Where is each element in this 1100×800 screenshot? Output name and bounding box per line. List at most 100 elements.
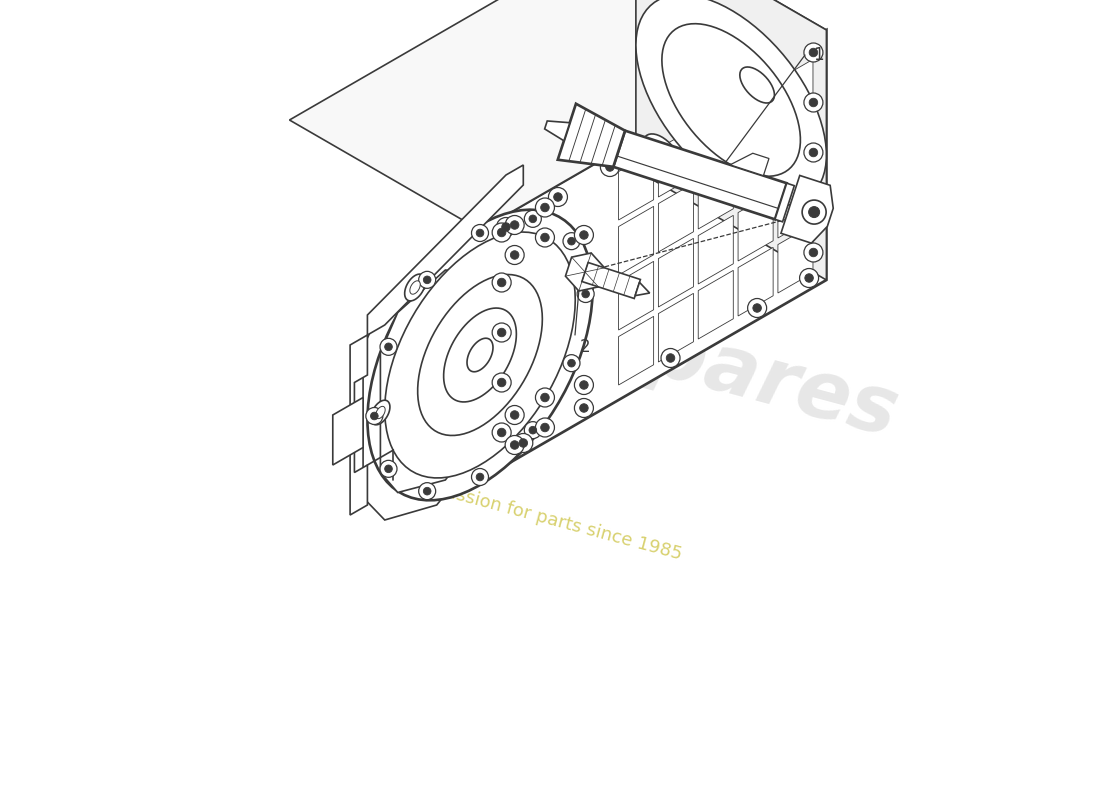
- Circle shape: [497, 328, 506, 337]
- Polygon shape: [418, 274, 542, 435]
- Circle shape: [505, 435, 524, 454]
- Polygon shape: [385, 232, 575, 478]
- Circle shape: [752, 304, 761, 312]
- Circle shape: [580, 230, 588, 239]
- Polygon shape: [367, 210, 593, 500]
- Circle shape: [379, 338, 397, 355]
- Circle shape: [810, 248, 817, 257]
- Circle shape: [525, 210, 541, 227]
- Circle shape: [810, 98, 817, 106]
- Polygon shape: [381, 270, 468, 493]
- Circle shape: [805, 274, 813, 282]
- Polygon shape: [582, 262, 640, 298]
- Polygon shape: [738, 247, 773, 316]
- Polygon shape: [289, 0, 826, 230]
- Circle shape: [519, 438, 528, 447]
- Circle shape: [476, 229, 484, 237]
- Polygon shape: [698, 270, 734, 339]
- Circle shape: [366, 407, 383, 425]
- Circle shape: [574, 398, 593, 418]
- Polygon shape: [405, 274, 426, 301]
- Circle shape: [810, 198, 817, 206]
- Polygon shape: [350, 335, 367, 515]
- Polygon shape: [738, 138, 773, 206]
- Circle shape: [541, 203, 549, 212]
- Polygon shape: [776, 183, 794, 222]
- Circle shape: [568, 238, 575, 245]
- Circle shape: [800, 269, 818, 287]
- Polygon shape: [371, 400, 389, 425]
- Polygon shape: [636, 0, 826, 280]
- Polygon shape: [614, 130, 786, 219]
- Circle shape: [804, 43, 823, 62]
- Polygon shape: [635, 282, 650, 296]
- Circle shape: [578, 286, 594, 302]
- Circle shape: [476, 473, 484, 481]
- Polygon shape: [636, 0, 826, 206]
- Circle shape: [514, 434, 532, 453]
- Circle shape: [472, 469, 488, 486]
- Circle shape: [419, 482, 436, 500]
- Circle shape: [424, 276, 431, 284]
- Circle shape: [529, 426, 537, 434]
- Polygon shape: [659, 294, 693, 362]
- Polygon shape: [778, 170, 813, 238]
- Circle shape: [804, 243, 823, 262]
- Circle shape: [804, 93, 823, 112]
- Circle shape: [541, 234, 549, 242]
- Circle shape: [385, 465, 393, 473]
- Polygon shape: [778, 224, 813, 293]
- Circle shape: [497, 278, 506, 286]
- Polygon shape: [333, 398, 363, 465]
- Polygon shape: [618, 206, 653, 275]
- Circle shape: [497, 428, 506, 437]
- Circle shape: [661, 349, 680, 367]
- Circle shape: [505, 406, 524, 425]
- Circle shape: [568, 359, 575, 367]
- Text: a passion for parts since 1985: a passion for parts since 1985: [416, 476, 684, 564]
- Circle shape: [601, 158, 619, 177]
- Circle shape: [510, 410, 519, 419]
- Circle shape: [536, 418, 554, 437]
- Circle shape: [502, 222, 510, 231]
- Circle shape: [667, 354, 674, 362]
- Circle shape: [492, 423, 512, 442]
- Polygon shape: [544, 121, 570, 141]
- Circle shape: [606, 162, 614, 171]
- Circle shape: [536, 198, 554, 217]
- Polygon shape: [659, 238, 693, 307]
- Polygon shape: [778, 114, 813, 183]
- Polygon shape: [410, 281, 420, 294]
- Circle shape: [496, 218, 516, 237]
- Circle shape: [492, 373, 512, 392]
- Circle shape: [563, 354, 580, 372]
- Circle shape: [385, 343, 393, 350]
- Circle shape: [810, 148, 817, 157]
- Circle shape: [541, 394, 549, 402]
- Circle shape: [553, 193, 562, 202]
- Polygon shape: [363, 255, 468, 520]
- Polygon shape: [662, 24, 801, 176]
- Text: 1: 1: [813, 46, 824, 64]
- Circle shape: [541, 423, 549, 432]
- Circle shape: [808, 206, 820, 218]
- Circle shape: [497, 228, 506, 237]
- Polygon shape: [642, 134, 681, 176]
- Circle shape: [582, 290, 590, 298]
- Circle shape: [804, 193, 823, 212]
- Circle shape: [574, 226, 593, 245]
- Polygon shape: [730, 154, 769, 176]
- Circle shape: [510, 221, 519, 230]
- Circle shape: [492, 273, 512, 292]
- Polygon shape: [740, 67, 774, 103]
- Text: eurospares: eurospares: [394, 246, 906, 454]
- Circle shape: [536, 388, 554, 407]
- Text: 2: 2: [580, 338, 591, 356]
- Circle shape: [510, 441, 519, 450]
- Polygon shape: [443, 308, 516, 402]
- Circle shape: [525, 422, 541, 438]
- Polygon shape: [558, 104, 625, 167]
- Polygon shape: [738, 192, 773, 261]
- Polygon shape: [468, 338, 493, 372]
- Polygon shape: [659, 128, 693, 197]
